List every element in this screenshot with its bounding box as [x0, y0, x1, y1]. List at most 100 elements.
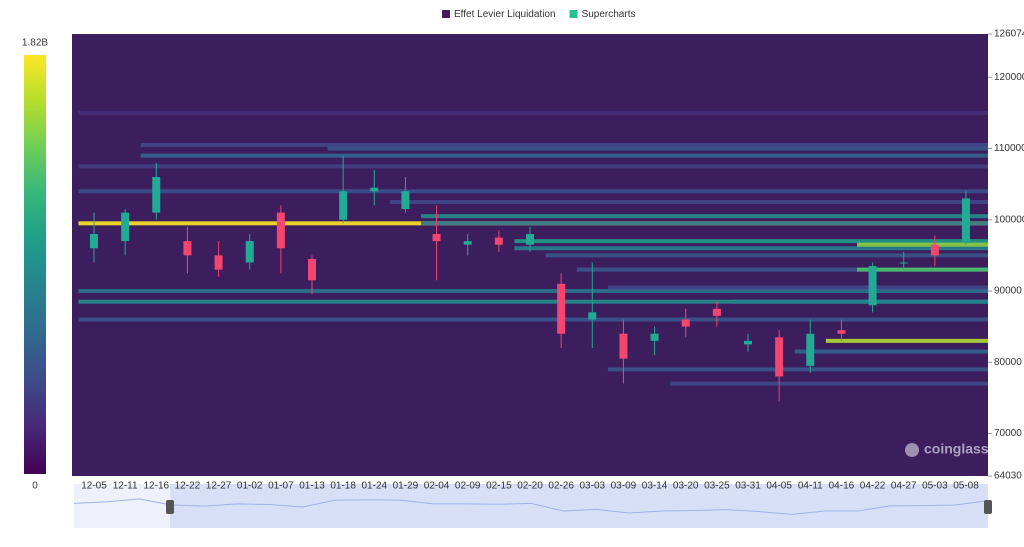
candle-body: [276, 212, 285, 249]
plot-area: [72, 34, 989, 476]
liquidation-level: [576, 267, 988, 272]
liquidation-level: [327, 146, 989, 151]
x-tick-label: 01-07: [268, 481, 294, 492]
x-tick-label: 02-15: [486, 481, 512, 492]
candle-body: [494, 237, 503, 245]
x-tick-label: 04-22: [860, 481, 886, 492]
x-tick-label: 01-02: [237, 481, 263, 492]
candle-body: [619, 333, 628, 359]
watermark: coinglass: [924, 441, 989, 457]
x-tick-label: 12-16: [143, 481, 169, 492]
candle-body: [245, 241, 254, 263]
x-tick-label: 03-14: [642, 481, 668, 492]
liquidation-level: [545, 253, 988, 258]
y-tick-label: 70000: [994, 428, 1022, 439]
candle-body: [463, 241, 472, 245]
candle-body: [681, 319, 690, 327]
legend-label[interactable]: Effet Levier Liquidation: [454, 9, 556, 20]
candle-body: [339, 191, 348, 220]
y-tick-label: 126074: [994, 29, 1024, 40]
candle-body: [837, 330, 846, 334]
x-tick-label: 02-26: [548, 481, 574, 492]
legend: Effet Levier Liquidation Supercharts: [442, 9, 635, 20]
candle-body: [962, 198, 970, 242]
liquidation-level: [670, 381, 988, 386]
liquidation-level: [825, 338, 988, 343]
candle-body: [121, 212, 130, 242]
x-tick-label: 03-09: [611, 481, 637, 492]
x-tick-label: 12-05: [81, 481, 107, 492]
x-tick-label: 12-11: [113, 481, 138, 492]
navigator-handle[interactable]: [984, 500, 992, 514]
liquidation-level: [421, 214, 988, 219]
colorbar-tick-label: 1.82B: [22, 38, 48, 49]
candle-body: [370, 187, 379, 192]
candle-body: [588, 312, 597, 320]
y-tick-label: 110000: [994, 143, 1024, 154]
candle-body: [152, 177, 161, 213]
liquidation-level: [857, 267, 988, 272]
candle-body: [401, 191, 410, 210]
y-tick-label: 90000: [994, 286, 1022, 297]
colorbar: [24, 55, 46, 474]
liquidation-level: [607, 367, 988, 372]
liquidation-level: [514, 246, 988, 251]
y-tick-label: 80000: [994, 357, 1022, 368]
liquidation-level: [78, 110, 988, 115]
legend-swatch[interactable]: [442, 10, 450, 18]
x-tick-label: 03-20: [673, 481, 699, 492]
navigator: [73, 484, 992, 528]
liquidation-level: [140, 153, 988, 158]
candle-body: [526, 233, 534, 245]
x-tick-label: 03-25: [704, 481, 730, 492]
x-tick-label: 05-08: [953, 481, 979, 492]
liquidation-level: [78, 164, 988, 169]
candle-body: [868, 266, 877, 306]
candle-body: [214, 255, 223, 270]
candle-body: [775, 337, 784, 377]
x-tick-label: 04-11: [798, 481, 823, 492]
liquidation-level: [78, 317, 988, 322]
x-tick-label: 04-27: [891, 481, 917, 492]
x-tick-label: 02-09: [455, 481, 481, 492]
candle-body: [899, 262, 908, 264]
x-tick-label: 01-24: [361, 481, 387, 492]
x-tick-label: 02-20: [517, 481, 543, 492]
candle-body: [744, 340, 752, 345]
liquidation-level: [78, 189, 988, 194]
x-tick-label: 05-03: [922, 481, 948, 492]
liquidation-level: [514, 239, 988, 244]
x-tick-label: 01-13: [299, 481, 325, 492]
liquidation-level: [78, 299, 988, 304]
watermark-icon: [905, 443, 919, 457]
x-tick-label: 12-22: [175, 481, 201, 492]
y-tick-label: 100000: [994, 214, 1024, 225]
legend-swatch[interactable]: [569, 10, 578, 18]
candle-body: [712, 308, 721, 316]
x-tick-label: 04-05: [766, 481, 792, 492]
x-tick-label: 03-03: [579, 481, 605, 492]
legend-label[interactable]: Supercharts: [582, 9, 636, 20]
liquidation-level: [78, 288, 988, 293]
colorbar-tick-label: 0: [32, 481, 38, 492]
navigator-handle[interactable]: [166, 500, 174, 514]
liquidation-level: [794, 349, 988, 354]
x-tick-label: 01-29: [393, 481, 419, 492]
candle-body: [930, 244, 939, 256]
candle-body: [90, 233, 98, 249]
liquidation-level: [732, 299, 988, 304]
y-tick-label: 64030: [994, 471, 1022, 482]
liquidation-level: [607, 285, 988, 290]
candle-body: [308, 258, 316, 281]
liquidation-level: [857, 242, 988, 247]
liquidation-level: [140, 142, 988, 147]
candle-body: [432, 233, 441, 242]
liquidation-level: [421, 221, 988, 226]
x-tick-label: 12-27: [206, 481, 232, 492]
candle-body: [183, 241, 192, 256]
candle-body: [650, 333, 659, 341]
x-tick-label: 03-31: [735, 481, 761, 492]
x-tick-label: 02-04: [424, 481, 450, 492]
navigator-line: [73, 498, 989, 515]
